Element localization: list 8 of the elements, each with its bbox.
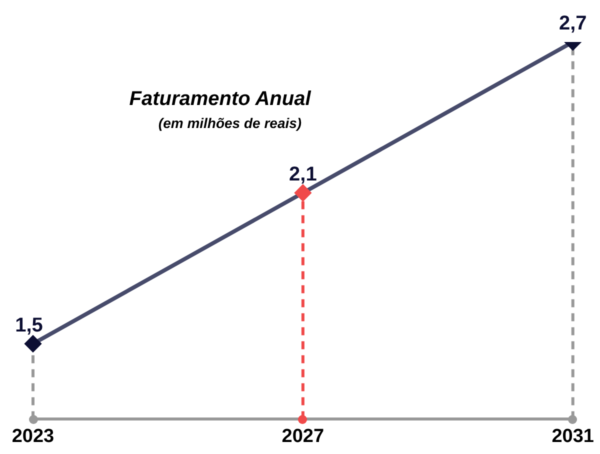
x-tick-label: 2023: [12, 426, 54, 447]
data-label: 2,1: [289, 163, 317, 186]
data-label: 2,7: [558, 12, 587, 35]
text: Faturamento Anual: [128, 88, 312, 111]
text: (em milhões de reais): [157, 115, 303, 131]
x-tick-label: 2031: [552, 426, 594, 447]
data-label: 1,5: [15, 314, 43, 336]
x-tick-label: 2027: [282, 426, 324, 447]
